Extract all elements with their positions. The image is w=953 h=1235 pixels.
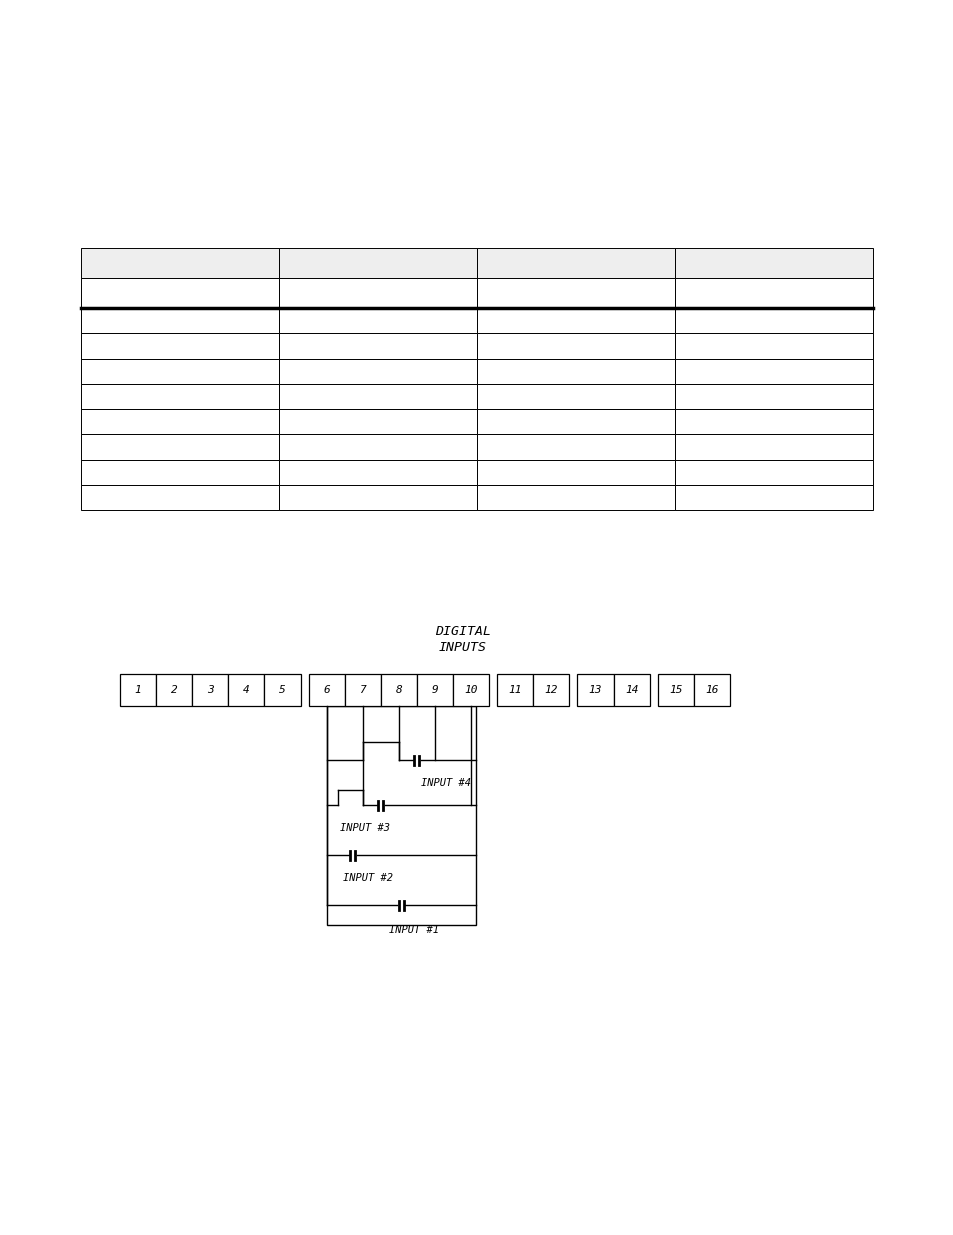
Bar [674,309,872,333]
Bar [81,485,278,510]
Bar [476,248,674,278]
Text: 7: 7 [359,685,366,695]
Text: INPUTS: INPUTS [438,641,486,655]
Bar [120,674,156,706]
Text: 13: 13 [588,685,601,695]
Bar [476,358,674,384]
Bar [476,278,674,309]
Bar [278,358,476,384]
Bar [309,674,344,706]
Text: 12: 12 [544,685,558,695]
Bar [497,674,533,706]
Text: INPUT #4: INPUT #4 [420,778,471,788]
Bar [81,384,278,409]
Bar [156,674,193,706]
Bar [278,278,476,309]
Bar [476,485,674,510]
Bar [81,248,278,278]
Bar [278,435,476,459]
Bar [81,278,278,309]
Bar [674,384,872,409]
Bar [613,674,649,706]
Bar [81,409,278,435]
Bar [674,459,872,485]
Bar [278,333,476,358]
Bar [278,248,476,278]
Text: 15: 15 [668,685,681,695]
Text: 10: 10 [464,685,477,695]
Text: 11: 11 [508,685,521,695]
Bar [674,248,872,278]
Bar [693,674,729,706]
Text: 9: 9 [432,685,438,695]
Bar [674,358,872,384]
Bar [81,309,278,333]
Bar [657,674,693,706]
Bar [326,706,476,925]
Bar [476,384,674,409]
Text: 5: 5 [279,685,286,695]
Bar [81,333,278,358]
Bar [81,358,278,384]
Text: 8: 8 [395,685,402,695]
Bar [674,278,872,309]
Bar [380,674,416,706]
Bar [344,674,380,706]
Bar [228,674,264,706]
Bar [81,459,278,485]
Text: 2: 2 [171,685,177,695]
Bar [264,674,300,706]
Text: INPUT #1: INPUT #1 [389,925,439,935]
Bar [674,409,872,435]
Bar [278,309,476,333]
Bar [674,485,872,510]
Bar [476,459,674,485]
Bar [476,333,674,358]
Bar [278,485,476,510]
Bar [533,674,569,706]
Bar [278,459,476,485]
Bar [193,674,228,706]
Bar [674,435,872,459]
Bar [278,384,476,409]
Bar [476,409,674,435]
Text: 1: 1 [134,685,141,695]
Text: 14: 14 [624,685,638,695]
Bar [278,409,476,435]
Bar [453,674,489,706]
Bar [476,435,674,459]
Text: 4: 4 [243,685,250,695]
Bar [674,333,872,358]
Text: 6: 6 [323,685,330,695]
Text: 3: 3 [207,685,213,695]
Bar [476,309,674,333]
Bar [577,674,613,706]
Text: 16: 16 [704,685,718,695]
Bar [81,435,278,459]
Bar [416,674,453,706]
Text: INPUT #2: INPUT #2 [342,873,393,883]
Text: DIGITAL: DIGITAL [435,625,490,638]
Text: INPUT #3: INPUT #3 [339,823,389,832]
